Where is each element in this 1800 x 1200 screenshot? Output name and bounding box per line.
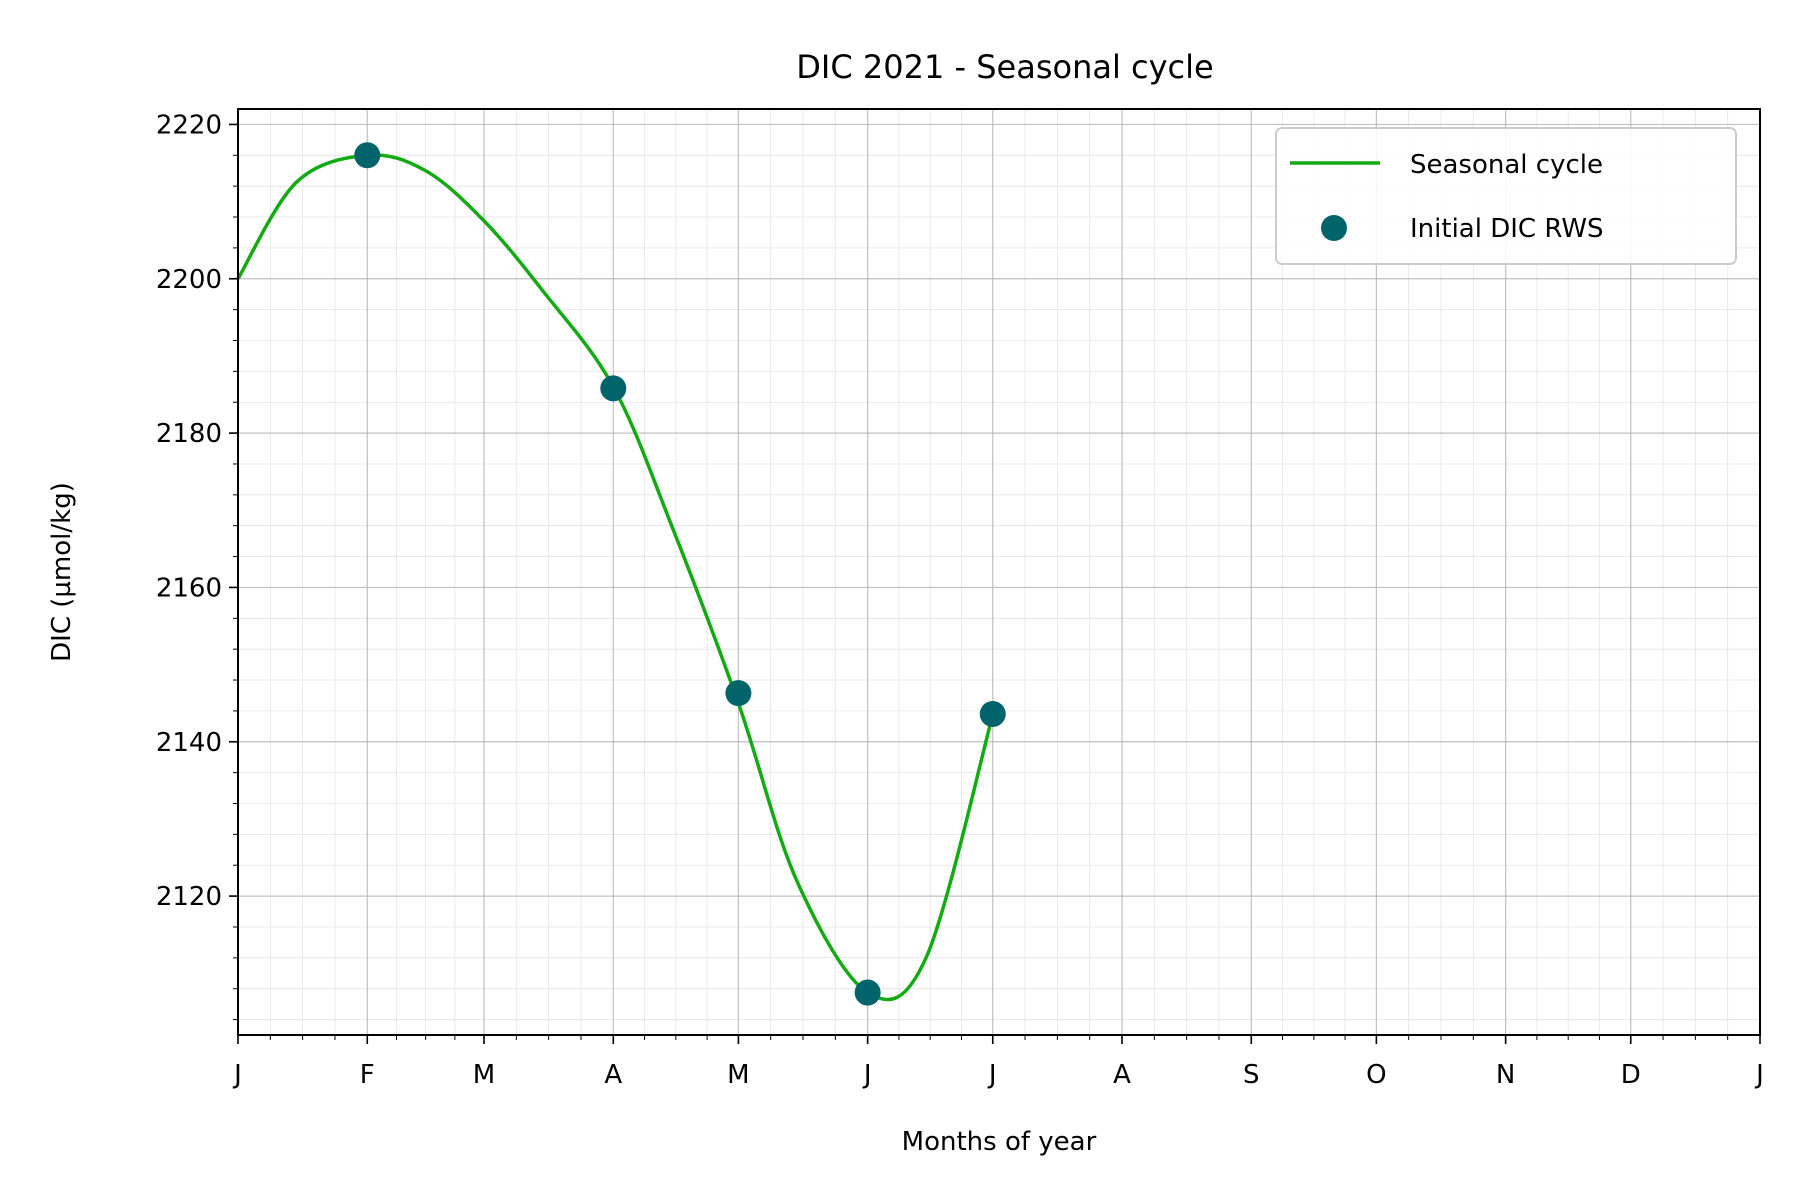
- x-tick-label: F: [360, 1060, 375, 1090]
- x-tick-label: J: [862, 1060, 872, 1090]
- legend: Seasonal cycle Initial DIC RWS: [1275, 127, 1737, 265]
- x-tick-label: M: [473, 1060, 495, 1090]
- y-axis-label: DIC (µmol/kg): [47, 482, 77, 662]
- legend-label-seasonal: Seasonal cycle: [1410, 150, 1603, 180]
- legend-marker-swatch: [1321, 215, 1347, 241]
- initial-dic-point: [979, 700, 1006, 727]
- x-tick-label: O: [1366, 1060, 1386, 1090]
- legend-box: [1275, 127, 1737, 265]
- x-tick-label: J: [1754, 1060, 1764, 1090]
- initial-dic-point: [354, 142, 381, 169]
- y-tick-label: 2220: [156, 110, 222, 140]
- x-axis-label: Months of year: [902, 1127, 1097, 1157]
- x-tick-label: M: [727, 1060, 749, 1090]
- minor-grid: [238, 109, 1760, 1035]
- major-grid: [238, 109, 1760, 1035]
- y-axis-ticks: 2120 2140 2160 2180 2200 2220: [156, 110, 238, 1021]
- initial-dic-point: [600, 375, 627, 402]
- seasonal-cycle-line: [236, 153, 995, 1002]
- y-tick-label: 2140: [156, 728, 222, 758]
- x-tick-label: S: [1243, 1060, 1260, 1090]
- y-tick-label: 2200: [156, 265, 222, 295]
- initial-dic-point: [725, 680, 752, 707]
- x-tick-label: A: [1113, 1060, 1131, 1090]
- series-layer: [236, 142, 1006, 1006]
- x-tick-label: A: [604, 1060, 622, 1090]
- y-tick-label: 2120: [156, 882, 222, 912]
- x-tick-label: J: [232, 1060, 242, 1090]
- plot-frame: [237, 108, 1761, 1036]
- initial-dic-point: [854, 979, 881, 1006]
- y-tick-label: 2180: [156, 419, 222, 449]
- y-tick-label: 2160: [156, 573, 222, 603]
- chart-title: DIC 2021 - Seasonal cycle: [796, 48, 1213, 86]
- x-tick-label: N: [1496, 1060, 1515, 1090]
- x-tick-label: D: [1621, 1060, 1641, 1090]
- x-tick-label: J: [987, 1060, 997, 1090]
- legend-label-initial: Initial DIC RWS: [1410, 214, 1604, 244]
